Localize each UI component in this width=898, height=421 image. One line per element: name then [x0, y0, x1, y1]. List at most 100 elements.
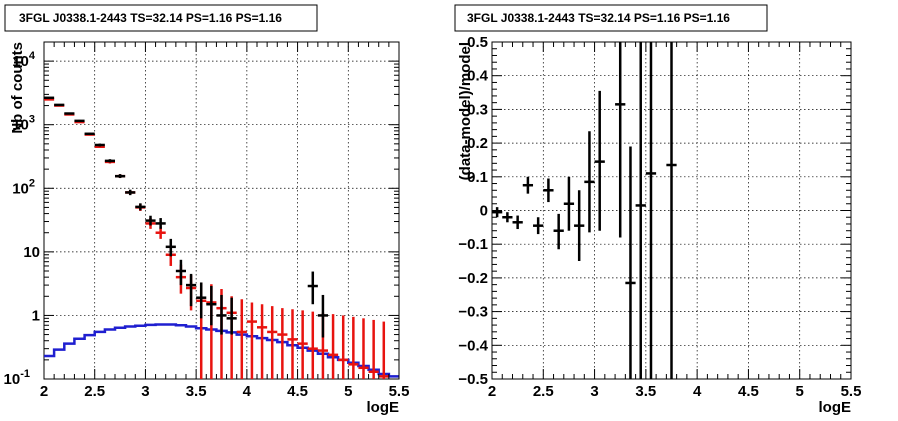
right-x-tick-label: 3	[590, 383, 598, 400]
right-black-series	[492, 42, 677, 379]
right-x-tick-label: 4	[693, 383, 702, 400]
left-data-point	[145, 215, 156, 226]
right-data-point	[615, 42, 626, 238]
right-y-tick-label: 0	[480, 203, 488, 220]
left-data-point	[135, 203, 146, 211]
left-x-tick-label: 3.5	[186, 383, 207, 400]
right-title: 3FGL J0338.1-2443 TS=32.14 PS=1.16 PS=1.…	[467, 11, 730, 25]
left-data-point	[74, 119, 85, 123]
left-x-axis-title: logE	[367, 399, 400, 416]
left-x-axis: 2 2.5 3 3.5 4 4.5 5 5.5	[40, 42, 410, 400]
left-data-point	[206, 286, 217, 326]
right-data-point	[502, 212, 513, 223]
right-data-point	[563, 176, 575, 231]
left-data-point	[338, 315, 349, 379]
left-data-point	[307, 311, 318, 379]
right-y-axis-title: (data-model)/model	[457, 42, 474, 180]
right-data-point	[594, 90, 605, 231]
right-title-box	[454, 4, 768, 32]
right-y-axis: −0.5 −0.4 −0.3 −0.2 −0.1 0 0.1 0.2 0.3 0.4 0.5	[458, 34, 851, 388]
left-data-point	[287, 309, 298, 379]
left-model-histogram	[44, 323, 399, 378]
right-x-axis: 2 2.5 3 3.5 4 4.5 5 5.5	[488, 42, 862, 400]
left-data-point	[186, 273, 197, 307]
left-data-point	[104, 159, 115, 163]
right-data-point	[625, 146, 636, 379]
right-x-tick-label: 5.5	[841, 383, 862, 400]
left-y-tick-label: 1	[32, 307, 40, 324]
right-data-point	[553, 213, 564, 250]
left-data-point	[64, 112, 75, 115]
left-data-point	[44, 96, 55, 100]
right-data-point	[492, 207, 503, 218]
right-data-point	[574, 190, 585, 262]
right-y-tick-label: 0.2	[467, 135, 488, 152]
left-x-tick-label: 4.5	[287, 383, 308, 400]
left-x-tick-label: 5.5	[389, 383, 410, 400]
right-data-point	[584, 131, 595, 233]
left-y-tick-label: 103	[12, 114, 35, 134]
left-data-point	[94, 143, 105, 147]
left-data-point	[267, 306, 278, 379]
right-y-tick-label: 0.1	[467, 169, 488, 186]
right-panel: 2 2.5 3 3.5 4 4.5 5 5.5 −0.5 −0.4 −0.3 −0.2 −0.1 0 0.…	[454, 4, 862, 416]
left-data-point	[175, 259, 186, 286]
left-data-point	[307, 271, 318, 305]
left-data-point	[115, 174, 126, 179]
right-y-tick-label: −0.1	[458, 236, 488, 253]
left-x-tick-label: 2	[40, 383, 48, 400]
left-data-point	[226, 297, 237, 335]
left-data-point	[328, 314, 339, 379]
left-data-point	[125, 189, 136, 196]
right-x-tick-label: 2.5	[533, 383, 554, 400]
right-x-tick-label: 4.5	[738, 383, 759, 400]
left-data-point	[246, 302, 257, 379]
right-y-tick-label: 0.4	[467, 68, 489, 85]
right-data-point	[543, 178, 554, 203]
left-model-step-line	[44, 323, 399, 378]
right-data-point	[666, 42, 677, 379]
left-x-tick-label: 4	[243, 383, 252, 400]
right-x-axis-title: logE	[819, 399, 852, 416]
left-black-series	[44, 96, 328, 338]
left-y-tick-label: 102	[12, 177, 35, 197]
left-data-point	[297, 310, 308, 379]
right-grid	[492, 42, 851, 379]
left-y-tick-label: 10-1	[4, 368, 30, 388]
right-y-tick-label: 0.3	[467, 101, 488, 118]
right-data-point	[533, 217, 544, 235]
left-panel: 2 2.5 3 3.5 4 4.5 5 5.5 10-1 1 10 102 103 104 3FGL J…	[4, 4, 410, 416]
left-data-point	[165, 238, 176, 257]
left-y-tick-label: 104	[12, 50, 36, 70]
left-data-point	[54, 103, 65, 107]
left-y-axis-title: Nb of counts	[9, 42, 26, 134]
left-data-point	[236, 299, 247, 379]
right-y-tick-label: −0.5	[458, 371, 488, 388]
right-x-tick-label: 3.5	[635, 383, 656, 400]
right-y-tick-label: −0.4	[458, 337, 488, 354]
right-x-tick-label: 5	[796, 383, 804, 400]
left-title: 3FGL J0338.1-2443 TS=32.14 PS=1.16 PS=1.…	[19, 11, 282, 25]
left-x-tick-label: 5	[344, 383, 352, 400]
right-y-tick-label: −0.3	[458, 304, 488, 321]
left-data-point	[155, 218, 166, 229]
left-data-point	[348, 316, 359, 379]
left-y-tick-label: 10	[23, 244, 40, 261]
right-x-tick-label: 2	[488, 383, 496, 400]
left-x-tick-label: 2.5	[84, 383, 105, 400]
left-data-point	[84, 132, 95, 136]
left-data-point	[216, 294, 227, 335]
right-y-tick-label: −0.2	[458, 270, 488, 287]
left-data-point	[317, 294, 328, 338]
right-data-point	[645, 42, 657, 379]
left-data-point	[368, 319, 379, 379]
left-data-point	[277, 308, 288, 379]
left-title-box	[4, 4, 318, 32]
left-data-point	[196, 282, 207, 319]
right-y-tick-label: 0.5	[467, 34, 488, 51]
left-y-axis: 10-1 1 10 102 103 104	[4, 50, 399, 388]
left-data-point	[358, 318, 369, 379]
right-data-point	[522, 176, 534, 194]
right-data-point	[512, 215, 523, 230]
